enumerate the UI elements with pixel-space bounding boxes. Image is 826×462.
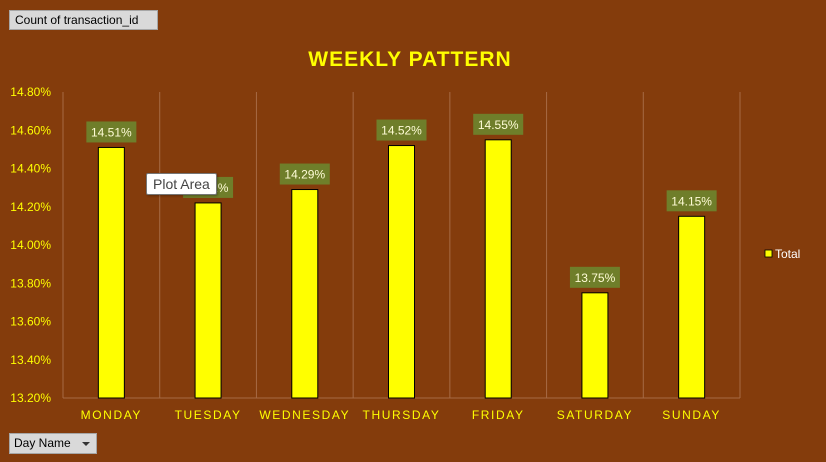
x-tick-label: WEDNESDAY: [259, 408, 350, 422]
legend-label: Total: [775, 247, 800, 261]
data-label: 14.51%: [91, 125, 132, 139]
legend-swatch: [764, 249, 773, 258]
x-tick-label: THURSDAY: [363, 408, 441, 422]
legend: Total: [764, 247, 800, 261]
data-label-box: [569, 266, 620, 288]
x-axis: MONDAY TUESDAY WEDNESDAY THURSDAY FRIDAY SATU…: [81, 408, 721, 422]
x-tick-label: FRIDAY: [472, 408, 525, 422]
y-tick-label: 14.80%: [10, 85, 51, 99]
y-axis: 13.20% 13.40% 13.60% 13.80% 14.00% 14.20% 14.4…: [10, 85, 51, 405]
chart: WEEKLY PATTERN 13.20%13.40%13.60%13.80%1…: [10, 48, 800, 422]
y-tick-label: 13.20%: [10, 391, 51, 405]
bar[interactable]: [678, 215, 706, 399]
bars: [97, 139, 706, 399]
data-label: 14.15%: [671, 194, 712, 208]
x-tick-label: TUESDAY: [175, 408, 242, 422]
value-field-button[interactable]: Count of transaction_id: [9, 10, 158, 30]
x-tick-label: MONDAY: [81, 408, 142, 422]
data-label-box: [376, 119, 427, 141]
chart-title: WEEKLY PATTERN: [308, 48, 511, 71]
bar[interactable]: [388, 145, 415, 399]
data-label: 14.55%: [478, 118, 519, 132]
y-tick-label: 14.00%: [10, 238, 51, 252]
bar[interactable]: [484, 139, 512, 399]
bar[interactable]: [291, 189, 319, 399]
axis-field-label: Day Name: [14, 436, 71, 450]
data-label-box: [279, 163, 330, 185]
y-tick-label: 14.60%: [10, 123, 51, 137]
y-tick-label: 13.60%: [10, 315, 51, 329]
y-tick-label: 14.40%: [10, 162, 51, 176]
x-tick-label: SATURDAY: [557, 408, 633, 422]
data-label: 13.75%: [575, 271, 616, 285]
y-tick-label: 13.40%: [10, 353, 51, 367]
plot-area-tooltip: Plot Area: [146, 173, 217, 195]
data-label: 14.29%: [284, 168, 325, 182]
x-tick-label: SUNDAY: [662, 408, 721, 422]
chevron-down-icon[interactable]: [82, 442, 90, 446]
bar[interactable]: [581, 292, 609, 399]
y-tick-label: 14.20%: [10, 200, 51, 214]
bar[interactable]: [194, 202, 222, 399]
data-label-box: [666, 190, 717, 212]
axis-field-dropdown[interactable]: Day Name: [9, 433, 97, 454]
y-tick-label: 13.80%: [10, 276, 51, 290]
data-label: 14.52%: [381, 124, 422, 138]
data-label-box: [86, 121, 137, 143]
data-label-box: [473, 113, 524, 135]
bar[interactable]: [97, 146, 125, 399]
